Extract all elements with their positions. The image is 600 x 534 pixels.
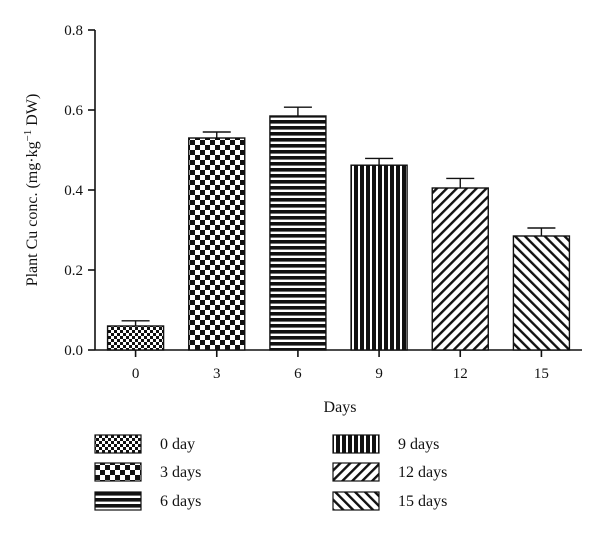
y-tick-label: 0.4 — [64, 183, 83, 199]
legend-swatch — [332, 462, 380, 482]
legend-swatch — [94, 434, 142, 454]
y-axis-label: Plant Cu conc. (mg·kg−1 DW) — [22, 94, 41, 287]
bar — [512, 235, 571, 351]
legend-label: 3 days — [160, 464, 201, 481]
x-tick-label: 9 — [375, 366, 383, 382]
bar — [350, 164, 408, 351]
x-tick-label: 15 — [534, 366, 549, 382]
y-axis-label-suffix: DW) — [24, 94, 41, 130]
legend-swatch — [332, 491, 380, 511]
bar — [269, 115, 327, 351]
y-axis-label-superscript: −1 — [22, 130, 34, 142]
legend-swatch — [332, 434, 380, 454]
x-axis-ticks: 0 3 6 9 12 15 — [132, 350, 549, 382]
bar — [431, 187, 489, 351]
bars — [106, 115, 571, 351]
legend-label: 0 day — [160, 436, 195, 453]
error-bars — [121, 106, 556, 326]
y-tick-label: 0.2 — [64, 263, 83, 279]
x-axis-label: Days — [324, 399, 357, 416]
y-axis-label-prefix: Plant Cu conc. (mg·kg — [24, 141, 41, 286]
legend-label: 15 days — [398, 493, 447, 510]
legend-swatch — [94, 462, 142, 482]
x-tick-label: 12 — [453, 366, 468, 382]
legend: 0 day 3 days 6 days 9 days 12 days 15 days — [94, 434, 447, 511]
legend-label: 9 days — [398, 436, 439, 453]
legend-swatch — [94, 491, 142, 511]
x-tick-label: 0 — [132, 366, 140, 382]
y-tick-label: 0.8 — [64, 23, 83, 39]
plot-area: 0.0 0.2 0.4 0.6 0.8 0 3 6 9 12 15 — [64, 23, 582, 382]
x-tick-label: 3 — [213, 366, 221, 382]
y-tick-label: 0.6 — [64, 103, 83, 119]
y-axis-ticks: 0.0 0.2 0.4 0.6 0.8 — [64, 23, 95, 359]
bar — [106, 325, 165, 351]
legend-label: 12 days — [398, 464, 447, 481]
bar — [188, 137, 246, 351]
legend-label: 6 days — [160, 493, 201, 510]
x-tick-label: 6 — [294, 366, 302, 382]
y-tick-label: 0.0 — [64, 343, 83, 359]
